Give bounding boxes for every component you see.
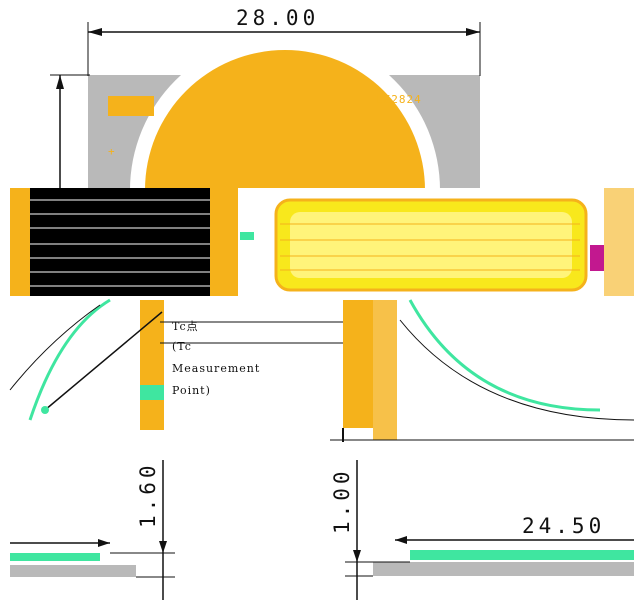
section-base-right — [373, 562, 634, 576]
lens-inner — [290, 212, 572, 278]
right-pad-2 — [373, 300, 397, 440]
magenta-mark — [590, 245, 604, 271]
pad-height-left: 1.60 — [136, 461, 160, 528]
arrow-dim-left — [159, 541, 167, 553]
arrow-right — [466, 28, 480, 36]
pad-height-right: 1.00 — [330, 467, 354, 534]
tc-leader — [44, 311, 163, 411]
section-green-left — [10, 553, 100, 561]
tc-label-line4: Point) — [172, 384, 211, 397]
arrow-lead-right — [395, 536, 407, 544]
tc-point — [41, 406, 49, 414]
wire-arc-left — [28, 298, 111, 421]
dark-stripes — [30, 199, 210, 287]
section-base-left — [10, 565, 136, 577]
tc-label-line2: (Tc — [172, 340, 192, 353]
right-width-dimension: 24.50 — [522, 514, 606, 538]
tc-pad-green — [140, 385, 164, 400]
arrow-lead-left — [98, 539, 110, 547]
green-mark — [240, 232, 254, 240]
emitter-dome — [145, 50, 425, 190]
part-mark: LE2824 — [376, 93, 422, 106]
arrow-left — [88, 28, 102, 36]
orange-edge-right — [604, 188, 634, 296]
orange-column — [210, 188, 238, 296]
tc-label-line3: Measurement — [172, 362, 261, 375]
arrow-dim-right — [353, 550, 361, 562]
section-green-right — [410, 550, 634, 560]
arrow-up — [56, 75, 64, 89]
orange-edge-left — [10, 188, 30, 296]
right-pad — [343, 300, 373, 428]
wire-arc-left-2 — [9, 304, 101, 391]
wire-arc-right-2 — [399, 319, 634, 421]
logo-block — [108, 96, 154, 116]
lens-stripes — [280, 223, 580, 271]
wire-arc-right — [408, 299, 601, 412]
dark-block — [10, 188, 210, 296]
width-dimension: 28.00 — [236, 6, 320, 30]
tc-label-line1: Tc点 — [172, 320, 199, 333]
corner-mark: + — [108, 145, 116, 158]
